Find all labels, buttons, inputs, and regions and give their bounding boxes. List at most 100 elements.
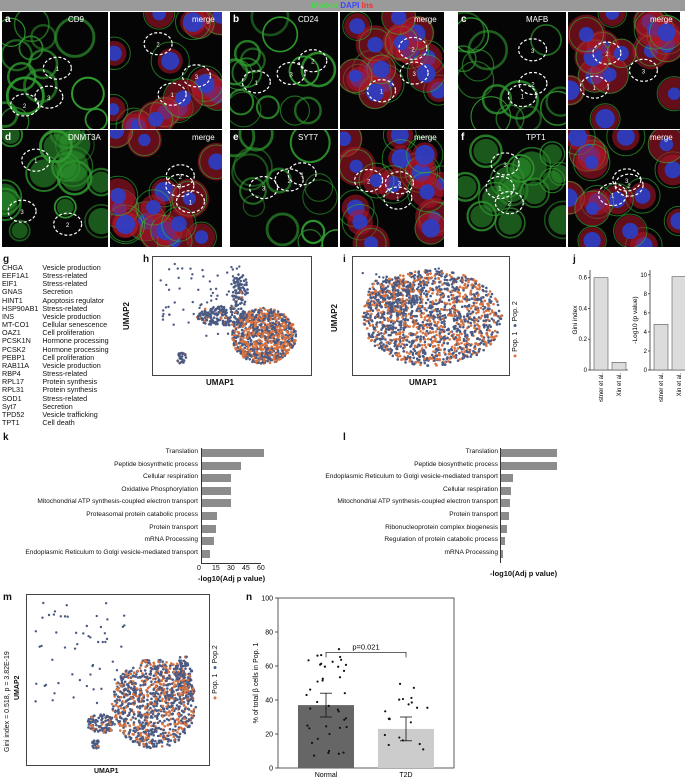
marker-image-b: 1 2 3 [230,12,338,129]
gene-symbol: PCSK1N [2,336,31,346]
go-bar [500,474,514,483]
gene-row: INS Vesicle production [2,311,113,321]
cell-label: 3 [195,75,199,81]
marker-name-f: TPT1 [526,133,546,142]
go-bar [201,474,231,483]
gene-row: PCSK1N Hormone processing [2,337,113,345]
category-label: Kaestner et al. [599,373,605,402]
gene-symbol: RPL17 [2,377,24,387]
data-point [338,676,342,679]
data-point [410,696,413,700]
cell-label: 2 [23,104,27,110]
tick-label: 100 [261,596,273,603]
gini-annotation: Gini index = 0.518, p = 3.82E-19 [4,651,11,752]
gene-symbol: GNAS [2,287,23,297]
go-bar [201,486,231,495]
umap-m-legend: ● Pop. 1 ● Pop.2 [212,645,219,700]
merge-label-e: merge [414,133,437,142]
gene-function: Hormone processing [42,336,109,346]
merge-image-d: 1 2 3 [110,130,222,247]
pop2-dot-icon: ● [512,323,519,328]
cell-label: 1 [521,95,525,101]
gene-row: Syt7 Secretion [2,401,113,411]
gene-symbol: RBP4 [2,369,21,379]
gene-symbol: Syt7 [2,401,17,411]
go-term-label: Translation [465,448,498,455]
data-point [337,710,340,713]
data-point [340,658,343,661]
legend-m-pop2: Pop.2 [212,645,219,664]
panel-label-c: c [461,14,467,25]
gene-function: Secretion [42,287,73,297]
umap-i-ylabel: UMAP2 [330,303,339,332]
go-term-label: Protein transport [449,511,498,518]
gene-row: RPL31 Protein synthesis [2,386,113,394]
umap-m-xlabel: UMAP1 [94,768,119,775]
go-term-label: Translation [165,448,198,455]
panel-label-f: f [461,132,465,143]
cell-label: 1 [593,86,597,92]
go-term-label: Oxidative Phosphorylation [121,485,198,493]
umap-h-xlabel: UMAP1 [206,378,235,387]
go-term-label: Endoplasmic Reticulum to Golgi vesicle-m… [25,548,198,556]
cell-label: 1 [56,67,60,73]
go-bar [201,512,217,520]
cell-label: 3 [412,72,416,78]
tick-label: 0 [584,368,588,374]
gene-function: Vesicle production [42,311,101,321]
merge-label-a: merge [192,15,215,24]
gene-function: Stress-related [42,279,88,289]
data-point [328,732,331,736]
gene-symbol: RPL31 [2,385,24,395]
cell-label: 2 [66,223,70,229]
category-label: Normal [315,772,338,778]
umap-i-xlabel: UMAP1 [409,378,438,387]
tick-label: 40 [265,698,273,705]
data-point [345,725,348,729]
cell-label: 1 [300,173,304,179]
gene-symbol: SOD1 [2,393,22,403]
cell-label: 3 [625,179,629,185]
cell-label: 3 [398,182,402,188]
tick-label: 60 [257,565,265,573]
gene-table: CHGA Vesicle production EEF1A1 Stress-relat… [2,263,113,427]
panel-label-n: n [246,592,253,603]
cell-label: 1 [396,197,400,203]
tick-label: 60 [265,664,273,671]
marker-name-b: CD24 [298,15,319,24]
tick-label: 2 [644,349,648,355]
gene-function: Cell proliferation [42,328,95,338]
data-point [401,739,404,742]
gene-function: Apoptosis regulator [42,295,105,305]
go-term-label: Cellular respiration [143,473,198,481]
go-term-label: Mitochondrial ATP synthesis-coupled elec… [37,498,198,506]
gene-function: Vesicle trafficking [42,409,98,419]
axis-label: % of total β cells in Pop. 1 [253,643,260,724]
merge-label-c: merge [650,15,673,24]
cell-label: 1 [611,194,615,200]
marker-channel-label: Marker [311,1,339,10]
go-bar [500,549,503,558]
panel-label-d: d [5,132,12,143]
go-bar [500,537,505,546]
data-point [327,749,331,753]
umap-h-plot [152,256,312,376]
chart-k: Translation Peptide biosynthetic process C… [0,444,330,584]
cell-label: 2 [367,179,371,185]
category-label: T2D [399,772,412,778]
gene-row: CHGA Vesicle production [2,263,113,272]
data-point [398,698,401,701]
gene-row: TPD52 Vesicle trafficking [2,409,113,419]
gene-function: Stress-related [42,369,88,379]
panel-label-e: e [233,132,239,143]
cell-label: 3 [642,69,646,75]
umap-i-plot [352,256,510,376]
data-point [426,706,429,709]
tick-label: 6 [644,311,648,317]
data-point [307,659,310,662]
go-term-label: Proteasomal protein catabolic process [86,511,198,518]
gene-function: Stress-related [42,303,88,313]
go-bar [500,461,557,470]
panel-label-b: b [233,14,240,25]
gene-row: GNAS Secretion [2,288,113,296]
